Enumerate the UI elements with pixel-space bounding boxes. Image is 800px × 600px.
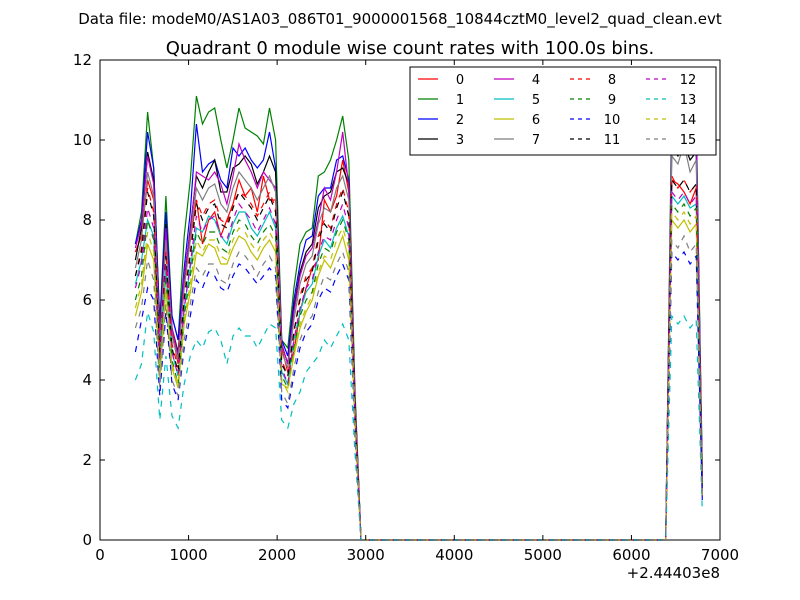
legend-box — [409, 66, 717, 156]
suptitle: Data file: modeM0/AS1A03_086T01_90000015… — [78, 10, 722, 29]
plot-area — [99, 59, 721, 541]
series-6-line — [134, 218, 703, 541]
series-10-line — [134, 250, 703, 541]
x-tick-label: 0 — [95, 546, 105, 564]
legend-label-5: 5 — [532, 93, 540, 108]
series-1-line — [134, 95, 703, 541]
legend-label-15: 15 — [680, 133, 697, 148]
legend-label-12: 12 — [680, 73, 697, 88]
x-tick-label: 4000 — [435, 546, 473, 564]
x-tick-label: 5000 — [524, 546, 562, 564]
x-tick-label: 2000 — [258, 546, 296, 564]
chart-title: Quadrant 0 module wise count rates with … — [166, 38, 655, 59]
x-tick-label: 7000 — [701, 546, 739, 564]
series-8-line — [134, 175, 703, 541]
legend-label-2: 2 — [456, 113, 464, 128]
series-9-line — [134, 202, 703, 541]
series-5-line — [134, 194, 703, 541]
series-14-line — [134, 210, 703, 541]
series-12-line — [134, 190, 703, 541]
legend-label-4: 4 — [532, 73, 540, 88]
series-13-line — [134, 311, 703, 541]
x-tick-label: 6000 — [612, 546, 650, 564]
x-axis-ticks: 0 1000 2000 3000 4000 5000 6000 7000 — [95, 60, 739, 564]
legend-label-3: 3 — [456, 133, 464, 148]
legend-label-13: 13 — [680, 93, 697, 108]
legend-label-10: 10 — [604, 113, 621, 128]
x-axis-offset-label: +2.44403e8 — [627, 564, 720, 582]
legend-label-11: 11 — [604, 133, 621, 148]
legend-label-7: 7 — [532, 133, 540, 148]
legend-label-14: 14 — [680, 113, 697, 128]
y-tick-label: 10 — [73, 131, 92, 149]
y-tick-label: 2 — [82, 451, 92, 469]
x-tick-label: 1000 — [169, 546, 207, 564]
y-tick-label: 8 — [82, 211, 92, 229]
series-0-line — [134, 159, 703, 541]
series-7-line — [134, 141, 703, 541]
y-tick-label: 4 — [82, 371, 92, 389]
y-tick-label: 12 — [73, 51, 92, 69]
series-15-line — [134, 234, 703, 541]
y-tick-label: 0 — [82, 531, 92, 549]
x-tick-label: 3000 — [347, 546, 385, 564]
legend-label-0: 0 — [456, 73, 464, 88]
legend-label-1: 1 — [456, 93, 464, 108]
legend-label-6: 6 — [532, 113, 540, 128]
legend-label-8: 8 — [608, 73, 616, 88]
y-tick-label: 6 — [82, 291, 92, 309]
legend-label-9: 9 — [608, 93, 616, 108]
